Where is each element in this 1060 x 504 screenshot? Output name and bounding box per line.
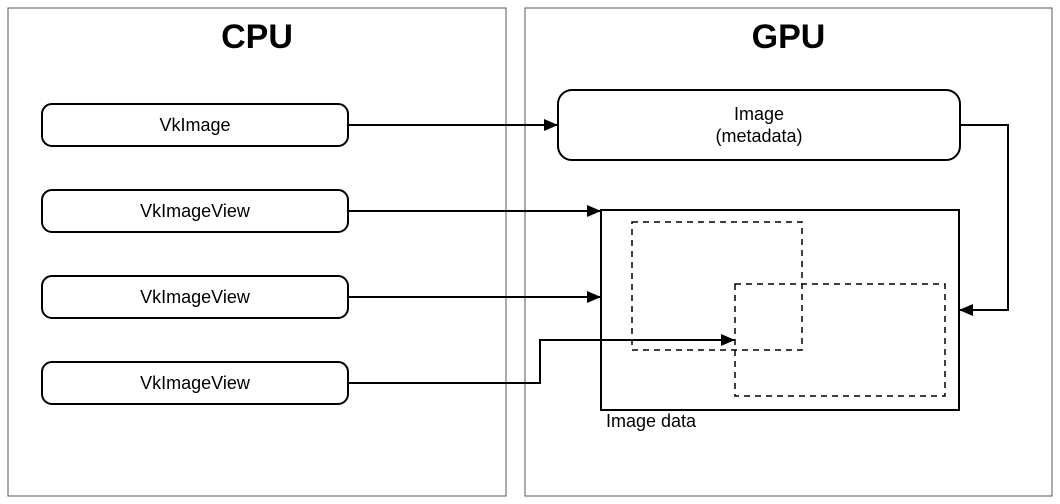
image-metadata-line1: Image [734,104,784,124]
image-data-box: Image data [601,210,959,431]
image-metadata-line2: (metadata) [715,126,802,146]
vkimage-label: VkImage [159,115,230,135]
gpu-title: GPU [752,18,826,56]
arr-metadata-imgdata [959,125,1008,310]
vkimageview3-label: VkImageView [140,373,251,393]
vkimageview1: VkImageView [42,190,348,232]
vkimageview2: VkImageView [42,276,348,318]
cpu-title: CPU [221,18,293,56]
image-data-label: Image data [606,411,697,431]
vkimageview2-label: VkImageView [140,287,251,307]
image-metadata: Image(metadata) [558,90,960,160]
cpu-panel: CPU [8,8,506,496]
vkimage: VkImage [42,104,348,146]
diagram-canvas: CPU GPU VkImage VkImageView VkImageView VkIma… [0,0,1060,504]
vkimageview3: VkImageView [42,362,348,404]
vkimageview1-label: VkImageView [140,201,251,221]
